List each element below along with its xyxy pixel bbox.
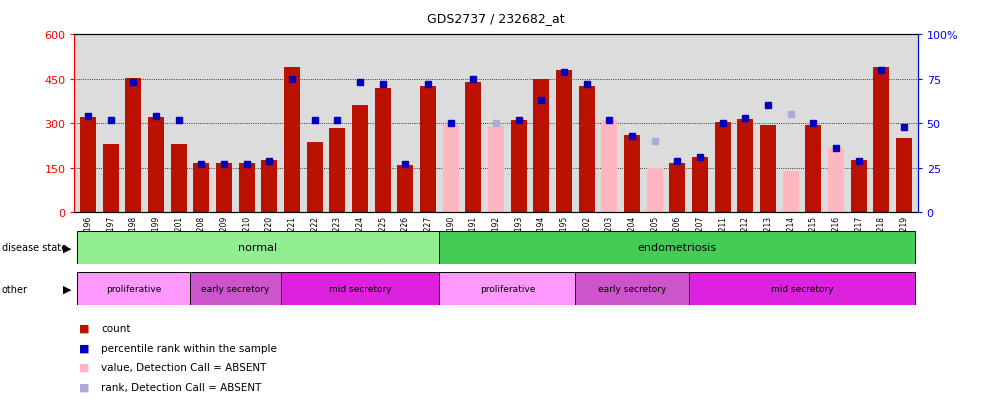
Bar [420,87,435,213]
Bar [851,161,867,213]
Bar [557,71,572,213]
Bar [601,121,617,213]
Bar [103,145,119,213]
Bar [575,273,688,306]
Bar [284,68,300,213]
Bar [828,149,844,213]
Bar [190,273,281,306]
Bar [647,169,663,213]
Bar [873,68,889,213]
Text: percentile rank within the sample: percentile rank within the sample [101,343,277,353]
Text: ■: ■ [79,362,90,372]
Bar [80,118,96,213]
Text: normal: normal [238,243,278,253]
Text: early secretory: early secretory [598,285,667,294]
Bar [76,273,190,306]
Bar [806,126,821,213]
Bar [465,83,481,213]
Bar [896,139,912,213]
Bar [125,79,141,213]
Bar [511,121,527,213]
Text: proliferative: proliferative [105,285,161,294]
Bar [670,164,685,213]
Bar [439,231,916,264]
Bar [534,80,550,213]
Bar [442,126,458,213]
Text: GDS2737 / 232682_at: GDS2737 / 232682_at [428,12,564,25]
Bar [688,273,916,306]
Text: ■: ■ [79,382,90,392]
Bar [488,127,504,213]
Bar [239,164,255,213]
Bar [624,136,640,213]
Text: ▶: ▶ [63,243,71,253]
Text: count: count [101,323,131,333]
Text: ■: ■ [79,323,90,333]
Bar [307,143,322,213]
Bar [171,145,186,213]
Bar [281,273,439,306]
Bar [714,122,730,213]
Text: endometriosis: endometriosis [638,243,717,253]
Text: disease state: disease state [2,243,67,253]
Bar [329,128,345,213]
Text: proliferative: proliferative [480,285,535,294]
Text: early secretory: early secretory [201,285,270,294]
Text: value, Detection Call = ABSENT: value, Detection Call = ABSENT [101,362,267,372]
Bar [783,171,799,213]
Text: other: other [2,284,28,294]
Bar [692,158,708,213]
Text: mid secretory: mid secretory [771,285,833,294]
Bar [760,126,776,213]
Bar [352,106,368,213]
Text: mid secretory: mid secretory [328,285,391,294]
Text: ■: ■ [79,343,90,353]
Text: ▶: ▶ [63,284,71,294]
Bar [439,273,575,306]
Bar [193,164,209,213]
Bar [148,118,164,213]
Bar [76,231,439,264]
Text: rank, Detection Call = ABSENT: rank, Detection Call = ABSENT [101,382,262,392]
Bar [578,87,594,213]
Bar [216,164,232,213]
Bar [375,88,391,213]
Bar [262,161,278,213]
Bar [398,165,414,213]
Bar [737,119,753,213]
